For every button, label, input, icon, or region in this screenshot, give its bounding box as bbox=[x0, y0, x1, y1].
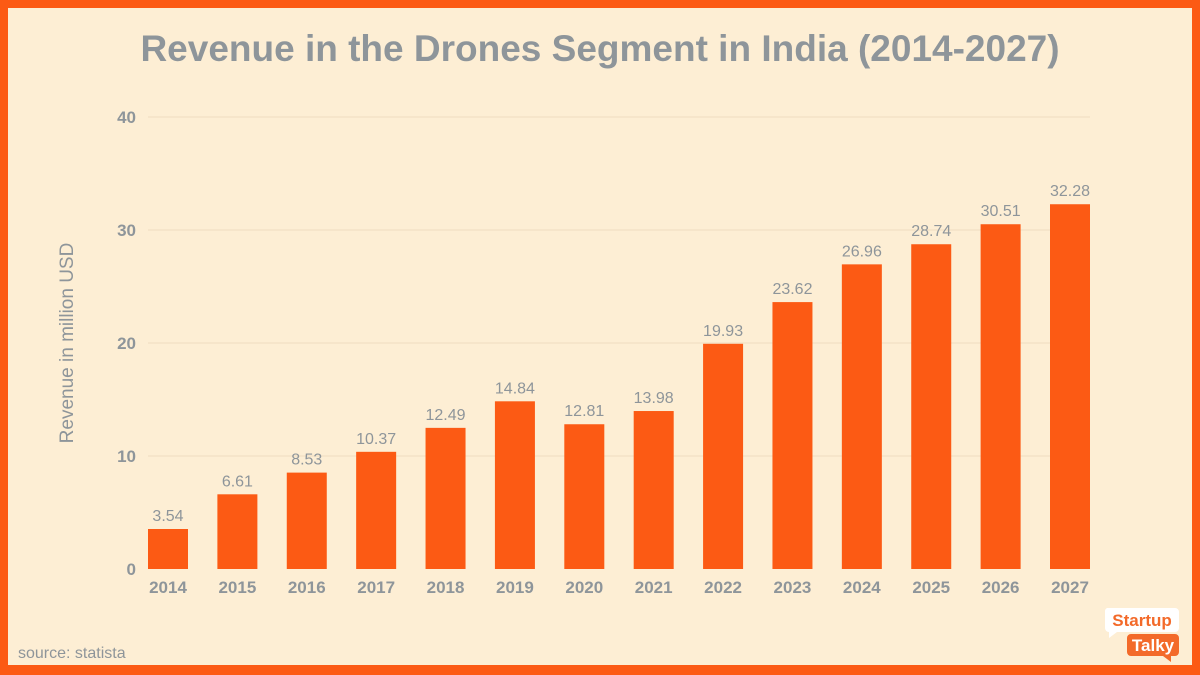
data-label: 26.96 bbox=[842, 243, 882, 260]
bar-2015 bbox=[217, 494, 258, 569]
data-label: 28.74 bbox=[911, 223, 951, 240]
bar-2019 bbox=[494, 401, 535, 569]
y-axis-label: Revenue in million USD bbox=[57, 243, 78, 444]
x-tick-label: 2027 bbox=[1051, 578, 1089, 597]
svg-text:Talky: Talky bbox=[1132, 636, 1175, 655]
data-label: 23.62 bbox=[772, 281, 812, 298]
bar-2017 bbox=[356, 451, 397, 569]
data-label: 13.98 bbox=[634, 390, 674, 407]
bar-2027 bbox=[1050, 204, 1090, 569]
x-tick-label: 2014 bbox=[149, 578, 187, 597]
x-tick-label: 2016 bbox=[288, 578, 326, 597]
data-label: 32.28 bbox=[1050, 183, 1090, 200]
data-label: 14.84 bbox=[495, 380, 535, 397]
bar-2020 bbox=[564, 424, 605, 569]
data-label: 3.54 bbox=[152, 508, 183, 525]
y-tick-label: 30 bbox=[117, 221, 136, 240]
bar-2021 bbox=[633, 411, 674, 569]
bar-2023 bbox=[772, 302, 813, 569]
y-tick-label: 20 bbox=[117, 334, 136, 353]
x-tick-label: 2020 bbox=[565, 578, 603, 597]
x-tick-label: 2018 bbox=[427, 578, 465, 597]
bar-2024 bbox=[841, 264, 882, 569]
x-tick-label: 2024 bbox=[843, 578, 881, 597]
data-label: 12.49 bbox=[426, 407, 466, 424]
bar-2025 bbox=[911, 244, 952, 569]
bar-2022 bbox=[703, 343, 744, 569]
bar-2014 bbox=[148, 528, 188, 569]
chart-title: Revenue in the Drones Segment in India (… bbox=[140, 28, 1060, 69]
source-note: source: statista bbox=[18, 645, 126, 662]
bar-2018 bbox=[425, 427, 466, 569]
x-tick-label: 2025 bbox=[912, 578, 950, 597]
y-tick-label: 40 bbox=[117, 108, 136, 127]
x-tick-label: 2019 bbox=[496, 578, 534, 597]
data-label: 12.81 bbox=[564, 403, 604, 420]
x-tick-label: 2021 bbox=[635, 578, 673, 597]
y-tick-label: 10 bbox=[117, 447, 136, 466]
x-tick-label: 2015 bbox=[218, 578, 256, 597]
x-tick-label: 2022 bbox=[704, 578, 742, 597]
x-tick-label: 2023 bbox=[774, 578, 812, 597]
data-label: 6.61 bbox=[222, 473, 253, 490]
data-label: 19.93 bbox=[703, 323, 743, 340]
data-label: 30.51 bbox=[981, 203, 1021, 220]
x-tick-label: 2017 bbox=[357, 578, 395, 597]
data-label: 10.37 bbox=[356, 431, 396, 448]
svg-text:Startup: Startup bbox=[1112, 611, 1172, 630]
bar-2016 bbox=[286, 472, 327, 569]
bar-2026 bbox=[980, 224, 1021, 569]
y-tick-label: 0 bbox=[127, 560, 136, 579]
startuptalky-logo: Startup Talky bbox=[1104, 608, 1179, 662]
data-label: 8.53 bbox=[291, 452, 322, 469]
x-tick-label: 2026 bbox=[982, 578, 1020, 597]
